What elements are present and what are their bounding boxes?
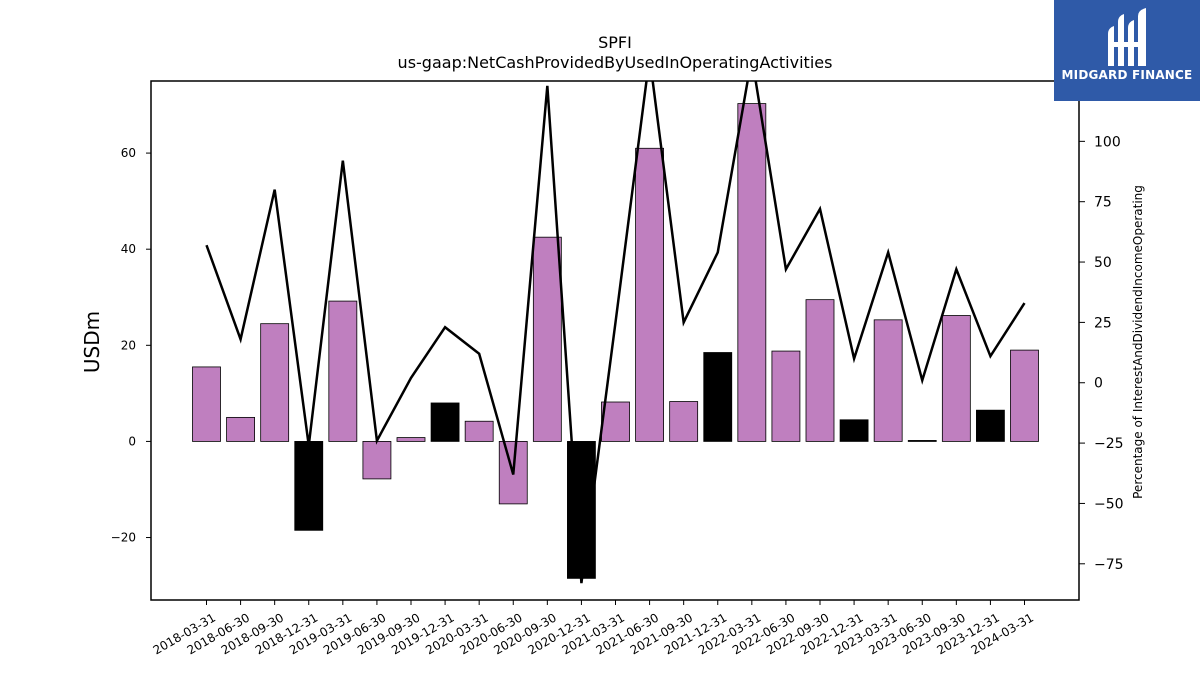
chart-title: SPFI xyxy=(598,33,632,52)
brand-logo: MIDGARD FINANCE xyxy=(1054,0,1200,101)
x-axis-ticks: 2018-03-312018-06-302018-09-302018-12-31… xyxy=(151,600,1036,657)
bar-2018-06-30 xyxy=(226,416,255,442)
bar-2023-03-31 xyxy=(873,319,903,442)
bar-2019-09-30 xyxy=(396,437,426,442)
y-tick-label: 40 xyxy=(121,242,136,256)
bar-series xyxy=(192,103,1039,579)
line-series xyxy=(205,81,1026,584)
logo-text: MIDGARD FINANCE xyxy=(1061,68,1193,82)
bar-2022-09-30 xyxy=(805,299,835,442)
bar-2019-06-30 xyxy=(362,441,392,480)
midgard-logo-icon xyxy=(1108,8,1146,66)
y-tick-label: −20 xyxy=(111,531,136,545)
chart-subtitle: us-gaap:NetCashProvidedByUsedInOperating… xyxy=(398,53,833,72)
bar-2018-03-31 xyxy=(192,366,221,442)
y2-tick-label: 0 xyxy=(1094,376,1103,392)
bar-2021-09-30 xyxy=(669,401,699,442)
y-tick-label: 0 xyxy=(128,434,136,448)
y2-tick-label: −25 xyxy=(1094,436,1124,452)
right-axis-ticks: −75−50−250255075100125 xyxy=(1079,74,1124,573)
y2-tick-label: 25 xyxy=(1094,315,1112,331)
y2-axis-label: Percentage of InterestAndDividendIncomeO… xyxy=(1131,185,1145,499)
bar-2024-03-31 xyxy=(1010,349,1039,442)
bar-2022-03-31 xyxy=(737,103,767,442)
y-tick-label: 60 xyxy=(121,146,136,160)
bar-2023-06-30 xyxy=(907,440,937,442)
bar-2018-12-31 xyxy=(294,441,324,531)
bar-2021-06-30 xyxy=(635,147,664,442)
y2-tick-label: −75 xyxy=(1094,557,1124,573)
bar-2022-12-31 xyxy=(839,419,869,442)
y2-tick-label: 100 xyxy=(1094,134,1121,150)
bar-2021-03-31 xyxy=(601,401,630,442)
y-tick-label: 20 xyxy=(121,338,136,352)
y2-tick-label: 50 xyxy=(1094,255,1112,271)
bar-2019-03-31 xyxy=(328,300,358,442)
plot-frame xyxy=(150,80,1080,601)
bar-2022-06-30 xyxy=(771,350,801,442)
bar-2021-12-31 xyxy=(703,352,733,442)
bar-2023-12-31 xyxy=(976,409,1005,442)
bar-2023-09-30 xyxy=(941,315,971,442)
y2-tick-label: −50 xyxy=(1094,496,1124,512)
bar-2020-03-31 xyxy=(464,420,494,442)
bar-2018-09-30 xyxy=(260,323,290,442)
left-axis-ticks: −20 0 20 40 60 xyxy=(111,146,151,545)
percentage-line xyxy=(205,81,1026,584)
y-axis-label: USDm xyxy=(80,311,104,373)
bar-2019-12-31 xyxy=(430,402,460,442)
bar-2020-09-30 xyxy=(532,236,562,442)
y2-tick-label: 75 xyxy=(1094,195,1112,211)
